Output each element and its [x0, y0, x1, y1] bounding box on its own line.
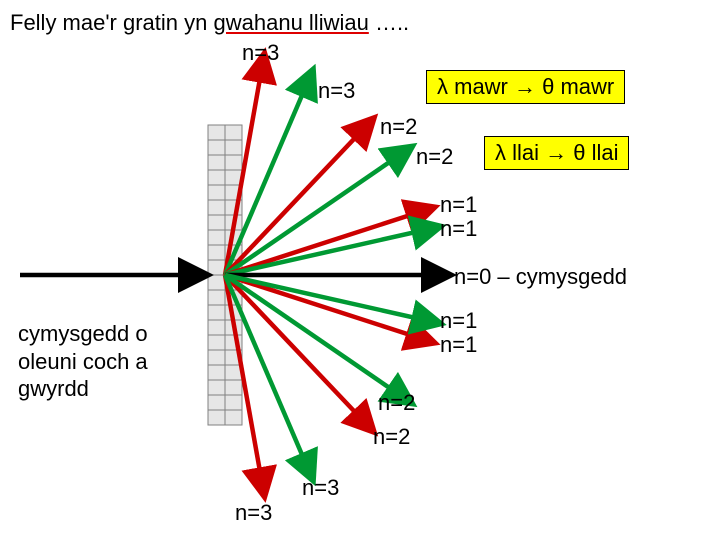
label-n2-bot-green: n=2 — [373, 424, 410, 450]
mixture-caption-line3: gwyrdd — [18, 375, 148, 403]
label-n0: n=0 – cymysgedd — [454, 264, 627, 290]
box-lambda-large-text: λ mawr → θ mawr — [437, 74, 614, 99]
label-n3-top-red: n=3 — [242, 40, 279, 66]
box-lambda-small: λ llai → θ llai — [484, 136, 629, 170]
label-n2-top-green: n=2 — [416, 144, 453, 170]
label-n2-top-red: n=2 — [380, 114, 417, 140]
mixture-caption: cymysgedd o oleuni coch a gwyrdd — [18, 320, 148, 403]
label-n1-bot-green: n=1 — [440, 332, 477, 358]
label-n3-bot-green: n=3 — [302, 475, 339, 501]
label-n3-bot-red: n=3 — [235, 500, 272, 526]
box-lambda-large: λ mawr → θ mawr — [426, 70, 625, 104]
mixture-caption-line1: cymysgedd o — [18, 320, 148, 348]
label-n1-top-green: n=1 — [440, 216, 477, 242]
label-n3-top-green: n=3 — [318, 78, 355, 104]
box-lambda-small-text: λ llai → θ llai — [495, 140, 618, 165]
label-n1-top-red: n=1 — [440, 192, 477, 218]
mixture-caption-line2: oleuni coch a — [18, 348, 148, 376]
label-n2-bot-red: n=2 — [378, 390, 415, 416]
label-n1-bot-red: n=1 — [440, 308, 477, 334]
